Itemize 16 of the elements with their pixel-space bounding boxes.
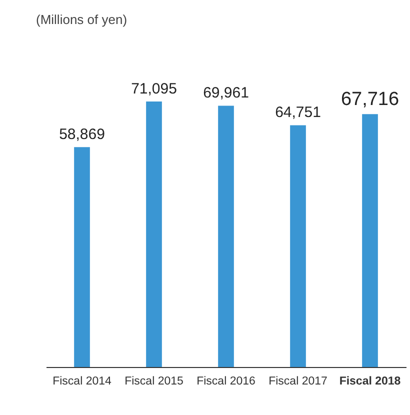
bar (218, 106, 234, 367)
chart-subtitle: (Millions of yen) (36, 12, 128, 27)
bar (146, 102, 162, 367)
x-tick-label: Fiscal 2014 (52, 376, 112, 388)
data-label: 64,751 (275, 104, 321, 122)
x-tick-label: Fiscal 2015 (124, 376, 184, 388)
data-label: 58,869 (59, 126, 105, 144)
x-tick-label: Fiscal 2018 (339, 376, 402, 388)
data-label: 67,716 (340, 89, 400, 110)
bar (362, 114, 378, 367)
data-label: 69,961 (203, 84, 249, 102)
bar (290, 125, 306, 367)
x-tick-label: Fiscal 2016 (196, 376, 256, 388)
x-tick-label: Fiscal 2017 (268, 376, 328, 388)
data-label: 71,095 (131, 80, 177, 98)
bar (74, 147, 90, 367)
